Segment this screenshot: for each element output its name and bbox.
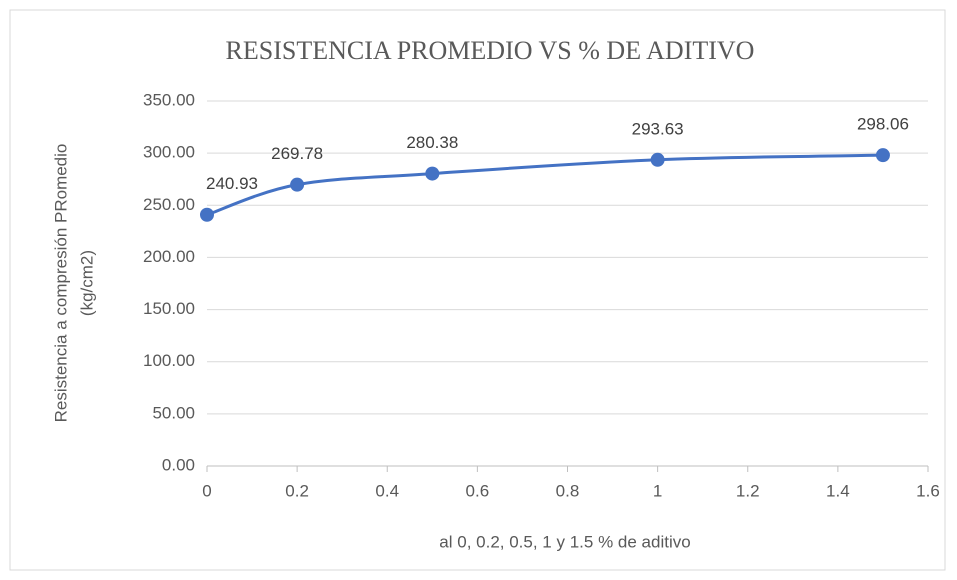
y-axis-label: Resistencia a compresión PRomedio: [51, 144, 70, 423]
y-tick-label: 100.00: [143, 351, 195, 370]
x-tick-label: 0.4: [375, 481, 399, 500]
y-tick-label: 250.00: [143, 195, 195, 214]
y-axis-label: (kg/cm2): [77, 250, 96, 316]
marker: [650, 152, 665, 167]
marker: [290, 177, 305, 192]
x-tick-label: 0.8: [556, 481, 580, 500]
y-tick-label: 50.00: [152, 403, 195, 422]
x-tick-label: 0.2: [285, 481, 309, 500]
data-label: 280.38: [406, 133, 458, 152]
line: [206, 153, 883, 217]
y-tick-label: 0.00: [162, 455, 195, 474]
y-tick-label: 350.00: [143, 90, 195, 109]
data-label: 269.78: [271, 144, 323, 163]
data-label: 298.06: [857, 115, 909, 134]
chart-title: RESISTENCIA PROMEDIO VS % DE ADITIVO: [226, 36, 755, 65]
marker: [425, 166, 440, 181]
x-tick-label: 1.4: [826, 481, 850, 500]
data-label: 240.93: [206, 174, 258, 193]
data-label: 293.63: [632, 119, 684, 138]
x-tick-label: 0: [202, 481, 211, 500]
y-tick-label: 300.00: [143, 143, 195, 162]
y-tick-label: 200.00: [143, 247, 195, 266]
marker: [200, 207, 214, 222]
x-tick-label: 1.2: [736, 481, 760, 500]
x-tick-label: 0.6: [466, 481, 490, 500]
y-tick-label: 150.00: [143, 299, 195, 318]
x-tick-label: 1.6: [916, 481, 940, 500]
chart-border: [9, 9, 946, 571]
marker: [875, 148, 890, 163]
x-tick-label: 1: [653, 481, 662, 500]
x-axis-label: al 0, 0.2, 0.5, 1 y 1.5 % de aditivo: [439, 532, 690, 551]
